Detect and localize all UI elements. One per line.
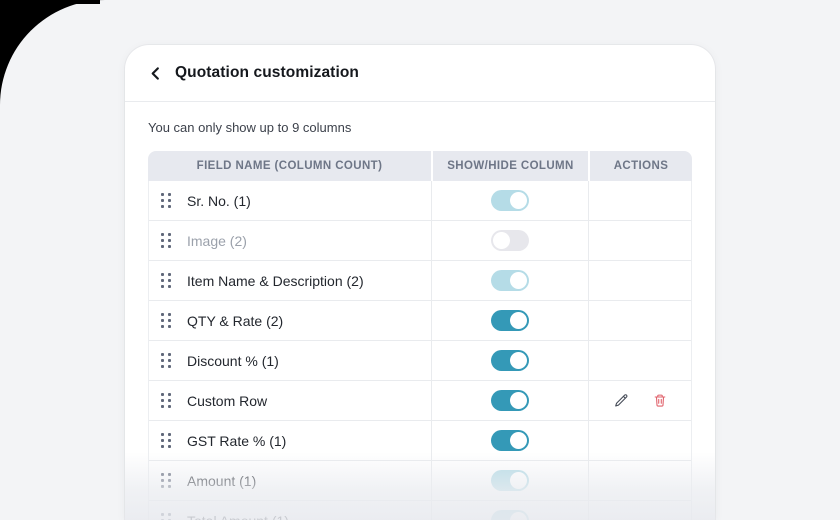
column-header-field-name: FIELD NAME (COLUMN COUNT) — [196, 160, 383, 172]
edit-icon[interactable] — [613, 392, 630, 409]
field-name-cell: Sr. No. (1) — [149, 181, 431, 220]
show-hide-toggle[interactable] — [491, 190, 529, 211]
corner-step-decoration — [0, 0, 11, 37]
toggle-knob — [510, 472, 527, 489]
quotation-customization-panel: Quotation customization You can only sho… — [125, 45, 715, 520]
actions-cell — [588, 221, 691, 260]
page-title: Quotation customization — [175, 64, 359, 81]
toggle-knob — [510, 392, 527, 409]
field-label: Image (2) — [187, 232, 247, 249]
table-row: Sr. No. (1) — [149, 181, 691, 221]
field-label: Amount (1) — [187, 472, 257, 489]
actions-cell — [588, 421, 691, 460]
table-row: Discount % (1) — [149, 341, 691, 381]
show-hide-cell — [431, 461, 588, 500]
field-name-cell: GST Rate % (1) — [149, 421, 431, 460]
table-header-row: FIELD NAME (COLUMN COUNT) SHOW/HIDE COLU… — [148, 151, 692, 181]
show-hide-cell — [431, 221, 588, 260]
drag-handle-icon[interactable] — [161, 233, 171, 248]
drag-handle-icon[interactable] — [161, 313, 171, 328]
show-hide-cell — [431, 421, 588, 460]
toggle-knob — [493, 232, 510, 249]
field-name-cell: Item Name & Description (2) — [149, 261, 431, 300]
table-row: Image (2) — [149, 221, 691, 261]
show-hide-toggle[interactable] — [491, 430, 529, 451]
field-name-cell: Amount (1) — [149, 461, 431, 500]
actions-cell — [588, 381, 691, 420]
panel-body: You can only show up to 9 columns FIELD … — [125, 102, 715, 520]
toggle-knob — [510, 312, 527, 329]
actions-cell — [588, 461, 691, 500]
field-label: Item Name & Description (2) — [187, 272, 364, 289]
toggle-knob — [510, 352, 527, 369]
actions-cell — [588, 501, 691, 520]
table-body: Sr. No. (1) Image (2) Item Name & Descript… — [148, 181, 692, 520]
field-name-cell: Discount % (1) — [149, 341, 431, 380]
actions-cell — [588, 261, 691, 300]
show-hide-cell — [431, 261, 588, 300]
actions-cell — [588, 181, 691, 220]
show-hide-toggle[interactable] — [491, 510, 529, 520]
field-name-cell: QTY & Rate (2) — [149, 301, 431, 340]
show-hide-cell — [431, 181, 588, 220]
field-label: Total Amount (1) — [187, 513, 289, 520]
toggle-knob — [510, 432, 527, 449]
drag-handle-icon[interactable] — [161, 433, 171, 448]
field-name-cell: Custom Row — [149, 381, 431, 420]
toggle-knob — [510, 512, 527, 520]
column-limit-note: You can only show up to 9 columns — [148, 120, 352, 135]
show-hide-cell — [431, 381, 588, 420]
toggle-knob — [510, 192, 527, 209]
chevron-left-icon — [148, 66, 163, 81]
drag-handle-icon[interactable] — [161, 473, 171, 488]
delete-icon[interactable] — [652, 392, 668, 409]
show-hide-cell — [431, 501, 588, 520]
corner-step-decoration — [0, 0, 100, 4]
back-button[interactable] — [148, 66, 163, 81]
table-row: Custom Row — [149, 381, 691, 421]
show-hide-toggle[interactable] — [491, 470, 529, 491]
drag-handle-icon[interactable] — [161, 353, 171, 368]
show-hide-toggle[interactable] — [491, 350, 529, 371]
show-hide-cell — [431, 341, 588, 380]
table-row: GST Rate % (1) — [149, 421, 691, 461]
column-header-show-hide: SHOW/HIDE COLUMN — [431, 151, 588, 181]
table-row: Total Amount (1) — [149, 501, 691, 520]
toggle-knob — [510, 272, 527, 289]
drag-handle-icon[interactable] — [161, 393, 171, 408]
table-row: QTY & Rate (2) — [149, 301, 691, 341]
field-label: Discount % (1) — [187, 352, 279, 369]
show-hide-cell — [431, 301, 588, 340]
show-hide-toggle[interactable] — [491, 390, 529, 411]
table-row: Amount (1) — [149, 461, 691, 501]
panel-header: Quotation customization — [125, 45, 715, 102]
drag-handle-icon[interactable] — [161, 193, 171, 208]
field-name-cell: Total Amount (1) — [149, 501, 431, 520]
show-hide-toggle[interactable] — [491, 230, 529, 251]
actions-cell — [588, 341, 691, 380]
field-label: GST Rate % (1) — [187, 432, 287, 449]
field-name-cell: Image (2) — [149, 221, 431, 260]
field-label: QTY & Rate (2) — [187, 312, 284, 329]
field-label: Sr. No. (1) — [187, 192, 251, 209]
show-hide-toggle[interactable] — [491, 270, 529, 291]
drag-handle-icon[interactable] — [161, 513, 171, 520]
show-hide-toggle[interactable] — [491, 310, 529, 331]
table-row: Item Name & Description (2) — [149, 261, 691, 301]
drag-handle-icon[interactable] — [161, 273, 171, 288]
actions-cell — [588, 301, 691, 340]
column-header-actions: ACTIONS — [588, 151, 692, 181]
field-label: Custom Row — [187, 392, 268, 409]
